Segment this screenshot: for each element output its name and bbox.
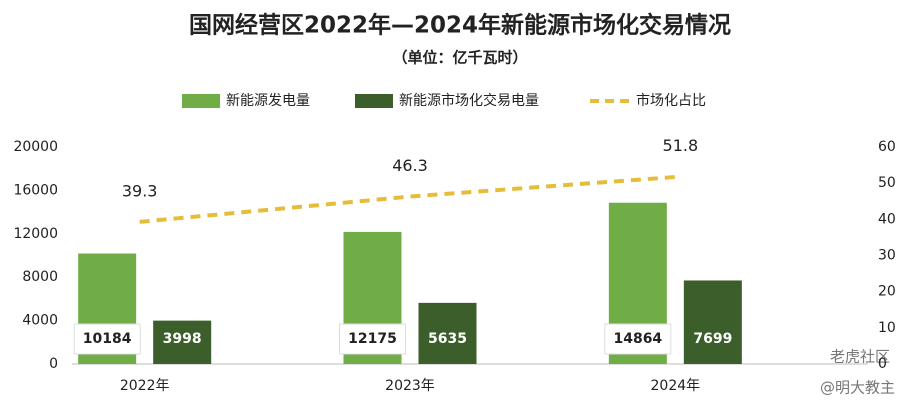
chart-subtitle: （单位：亿千瓦时） <box>392 49 527 67</box>
data-label: 3998 <box>163 331 202 347</box>
y2-tick-label: 10 <box>878 320 896 336</box>
legend-label: 新能源发电量 <box>226 93 310 109</box>
data-label: 51.8 <box>663 136 699 155</box>
x-tick-label: 2023年 <box>385 378 435 394</box>
bar <box>153 320 212 364</box>
y2-tick-label: 0 <box>878 356 887 372</box>
y2-tick-label: 20 <box>878 284 896 300</box>
legend-swatch <box>355 94 393 108</box>
x-tick-label: 2022年 <box>120 378 170 394</box>
chart-title: 国网经营区2022年—2024年新能源市场化交易情况 <box>189 12 731 39</box>
data-label: 7699 <box>693 331 732 347</box>
y-tick-label: 16000 <box>13 182 58 198</box>
bar <box>683 280 742 364</box>
legend-label: 市场化占比 <box>636 92 706 109</box>
label-box <box>73 323 141 355</box>
label-box <box>604 323 672 355</box>
y-tick-label: 12000 <box>13 226 58 242</box>
data-label: 12175 <box>348 331 397 347</box>
y-tick-label: 0 <box>49 356 58 372</box>
y2-tick-label: 30 <box>878 248 896 264</box>
x-tick-label: 2024年 <box>651 378 701 394</box>
data-label: 46.3 <box>392 156 428 175</box>
y2-tick-label: 40 <box>878 211 896 227</box>
data-label: 14864 <box>613 331 662 347</box>
watermark: @明大教主 <box>820 379 895 397</box>
y2-tick-label: 50 <box>878 175 896 191</box>
data-label: 10184 <box>83 331 132 347</box>
data-label: 39.3 <box>122 181 158 200</box>
y2-tick-label: 60 <box>878 139 896 155</box>
legend-label: 新能源市场化交易电量 <box>399 92 539 109</box>
y-tick-label: 4000 <box>22 313 58 329</box>
legend-swatch <box>182 94 220 108</box>
watermark: 老虎社区 <box>830 348 890 366</box>
line <box>139 174 681 224</box>
y-tick-label: 8000 <box>22 269 58 285</box>
bar <box>418 302 477 364</box>
y-tick-label: 20000 <box>13 139 58 155</box>
label-box <box>339 323 406 355</box>
data-label: 5635 <box>428 331 467 347</box>
